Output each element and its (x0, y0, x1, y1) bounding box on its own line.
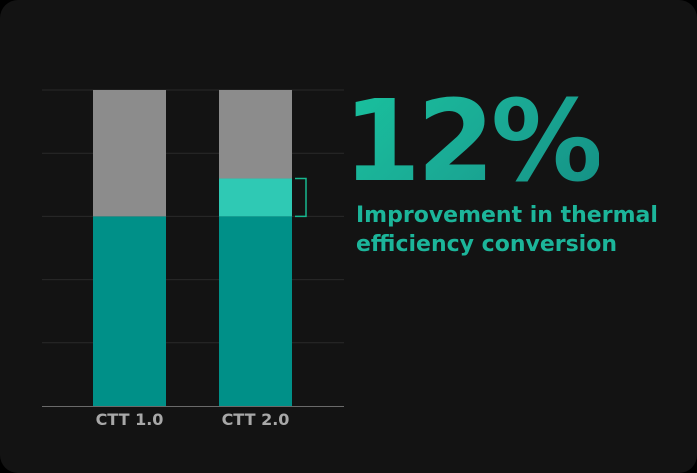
category-labels: CTT 1.0 CTT 2.0 (96, 410, 290, 429)
category-label-2: CTT 2.0 (222, 410, 290, 429)
improvement-bracket (295, 177, 307, 218)
bar-segment-2-2 (219, 178, 292, 217)
grid-lines (42, 89, 344, 344)
caption-line-2: efficiency conversion (356, 232, 618, 257)
caption-line-1: Improvement in thermal (356, 203, 658, 228)
bars (93, 90, 292, 406)
improvement-caption: Improvement in thermal efficiency conver… (356, 201, 686, 259)
bar-segment-1-1 (93, 216, 166, 406)
improvement-percentage: 12% (343, 77, 603, 207)
bar-segment-1-3 (93, 90, 166, 217)
bar-segment-2-1 (219, 216, 292, 406)
category-label-1: CTT 1.0 (96, 410, 164, 429)
bar-segment-2-3 (219, 90, 292, 179)
